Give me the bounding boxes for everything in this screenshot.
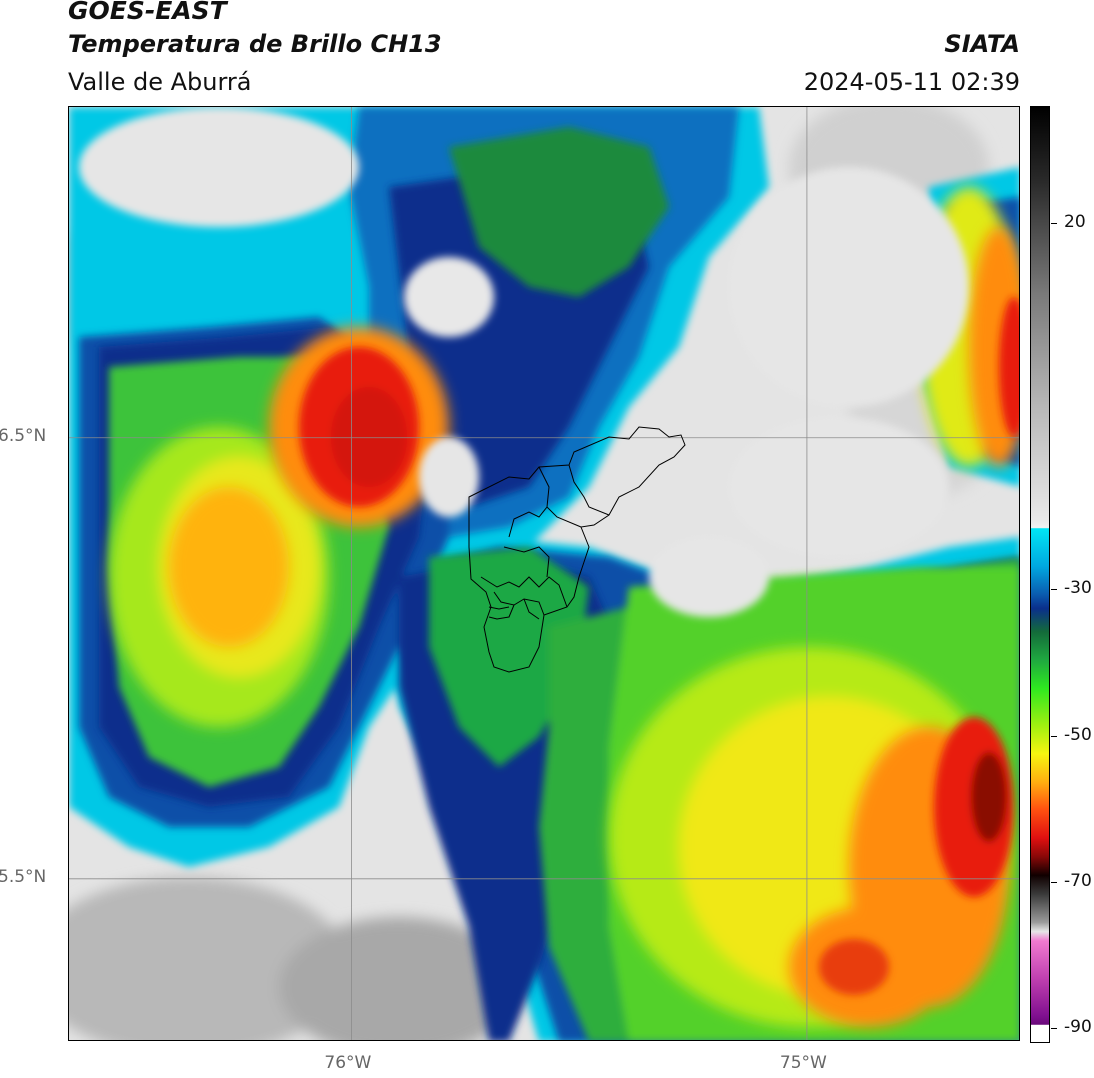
valle-de-aburra-boundary bbox=[468, 426, 686, 673]
organization-label: SIATA bbox=[944, 30, 1020, 58]
title-product: Temperatura de Brillo CH13 bbox=[68, 30, 442, 58]
colorbar-tick-label: 20 bbox=[1064, 212, 1086, 233]
colorbar-tick-mark bbox=[1051, 223, 1057, 225]
brightness-temperature-map bbox=[68, 106, 1020, 1041]
colorbar-gradient bbox=[1031, 107, 1049, 1042]
colorbar bbox=[1030, 106, 1050, 1043]
map-canvas bbox=[69, 107, 1019, 1040]
colorbar-tick-label: -70 bbox=[1064, 870, 1092, 891]
colorbar-tick-mark bbox=[1051, 589, 1057, 591]
lon-tick-label: 75°W bbox=[779, 1053, 827, 1073]
clear-sky-layer bbox=[79, 107, 969, 617]
timestamp: 2024-05-11 02:39 bbox=[803, 68, 1020, 96]
colorbar-tick-label: -50 bbox=[1064, 724, 1092, 745]
lat-tick-label: 6.5°N bbox=[0, 425, 47, 446]
colorbar-tick-label: -90 bbox=[1064, 1017, 1092, 1038]
lon-tick-label: 76°W bbox=[324, 1053, 372, 1073]
lat-tick-label: 5.5°N bbox=[0, 866, 47, 887]
gridlines bbox=[69, 107, 1019, 1040]
colorbar-tick-label: -30 bbox=[1064, 578, 1092, 599]
coldest-top-layer bbox=[299, 297, 1019, 995]
title-satellite: GOES-EAST bbox=[68, 0, 227, 25]
colorbar-tick-mark bbox=[1051, 881, 1057, 883]
title-region: Valle de Aburrá bbox=[68, 68, 252, 96]
colorbar-tick-mark bbox=[1051, 735, 1057, 737]
colorbar-tick-mark bbox=[1051, 1028, 1057, 1030]
